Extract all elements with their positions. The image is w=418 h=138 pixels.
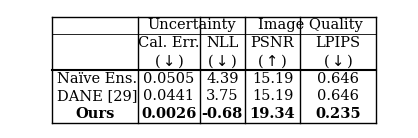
Text: ($\uparrow$): ($\uparrow$) [257, 52, 288, 70]
Text: 4.39: 4.39 [206, 71, 239, 86]
Text: 0.0026: 0.0026 [141, 107, 196, 121]
Text: Naïve Ens.: Naïve Ens. [57, 71, 137, 86]
Text: 0.646: 0.646 [317, 89, 359, 103]
Text: 0.235: 0.235 [315, 107, 361, 121]
Text: 15.19: 15.19 [252, 71, 293, 86]
Text: Cal. Err.: Cal. Err. [138, 36, 200, 50]
Text: Uncertainty: Uncertainty [147, 18, 236, 32]
Text: 0.0441: 0.0441 [143, 89, 194, 103]
Text: Image Quality: Image Quality [258, 18, 363, 32]
Text: 0.0505: 0.0505 [143, 71, 194, 86]
Text: ($\downarrow$): ($\downarrow$) [207, 52, 237, 70]
Text: 15.19: 15.19 [252, 89, 293, 103]
Text: PSNR: PSNR [251, 36, 294, 50]
Text: 3.75: 3.75 [206, 89, 239, 103]
Text: DANE [29]: DANE [29] [57, 89, 138, 103]
Text: -0.68: -0.68 [202, 107, 243, 121]
Text: LPIPS: LPIPS [316, 36, 361, 50]
Text: ($\downarrow$): ($\downarrow$) [323, 52, 353, 70]
Text: Ours: Ours [76, 107, 115, 121]
Text: NLL: NLL [206, 36, 239, 50]
Text: ($\downarrow$): ($\downarrow$) [154, 52, 184, 70]
Text: 0.646: 0.646 [317, 71, 359, 86]
Text: 19.34: 19.34 [250, 107, 296, 121]
